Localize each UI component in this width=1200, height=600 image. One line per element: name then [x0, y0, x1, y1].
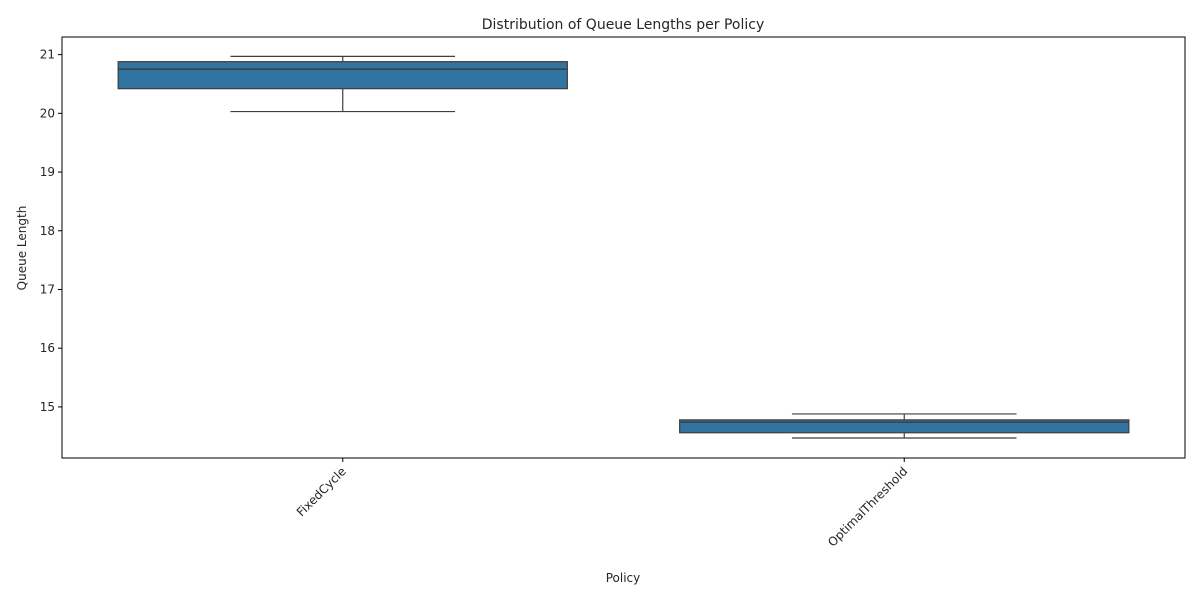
box-iqr	[679, 419, 1130, 434]
y-tick-label: 16	[40, 341, 55, 355]
box-iqr	[117, 61, 568, 90]
x-axis-label: Policy	[606, 571, 641, 585]
box-group-fixedcycle	[117, 55, 568, 113]
y-tick-label: 19	[40, 165, 55, 179]
plot-frame	[61, 36, 1186, 459]
y-axis-label: Queue Length	[15, 206, 29, 291]
y-tick-label: 18	[40, 224, 55, 238]
y-tick-label: 15	[40, 400, 55, 414]
x-tick-label: OptimalThreshold	[825, 464, 910, 549]
y-tick-label: 21	[40, 48, 55, 62]
chart-title: Distribution of Queue Lengths per Policy	[482, 17, 765, 33]
x-tick-label: FixedCycle	[294, 464, 349, 519]
box-group-optimalthreshold	[679, 413, 1130, 439]
y-tick-label: 17	[40, 282, 55, 296]
y-tick-label: 20	[40, 106, 55, 120]
